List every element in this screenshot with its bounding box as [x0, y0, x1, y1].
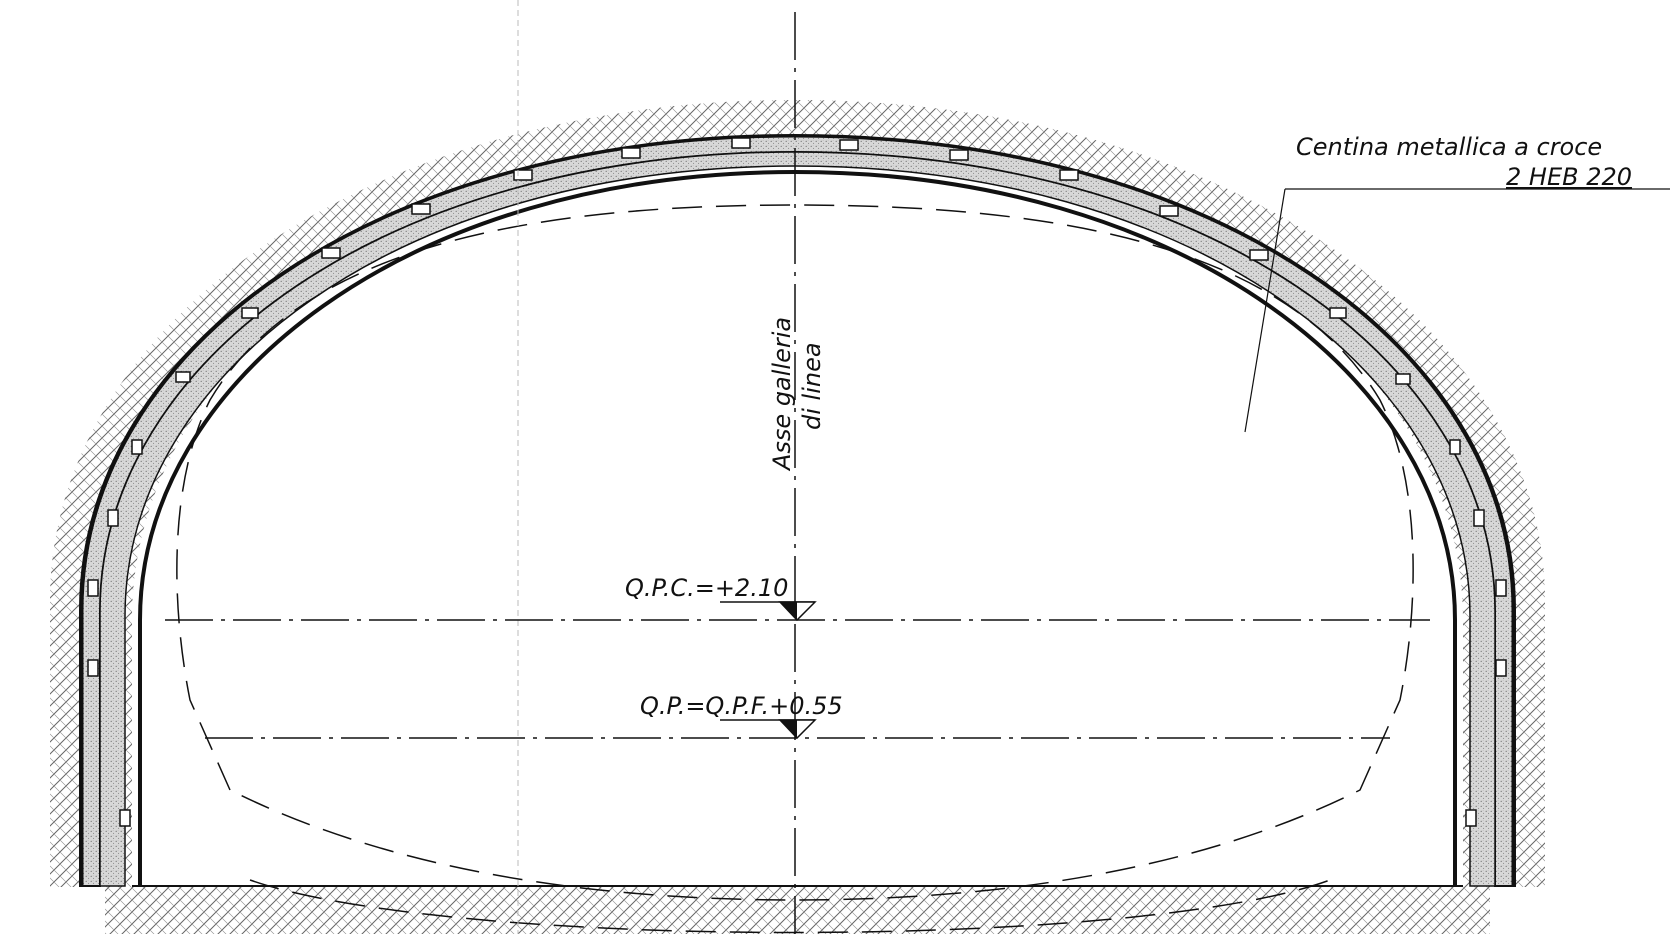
invert-arc [249, 879, 1331, 934]
axis-label: Asse galleria di linea [768, 317, 826, 472]
axis-label-line1: Asse galleria [768, 317, 796, 472]
qp-level-marker [720, 719, 817, 740]
qpc-level-marker [720, 601, 817, 622]
rib-callout: Centina metallica a croce 2 HEB 220 [1244, 133, 1670, 433]
axis-label-line2: di linea [798, 342, 826, 430]
clearance-profile [176, 204, 1414, 901]
steel-rib-markers [87, 137, 1507, 827]
qpc-label: Q.P.C.=+2.10 [625, 574, 788, 602]
rib-label-line1: Centina metallica a croce [1296, 133, 1602, 161]
inner-lining [99, 151, 1496, 887]
qp-label: Q.P.=Q.P.F.+0.55 [640, 692, 843, 720]
rib-label-line2: 2 HEB 220 [1506, 163, 1632, 191]
invert-hatch [105, 886, 1490, 934]
